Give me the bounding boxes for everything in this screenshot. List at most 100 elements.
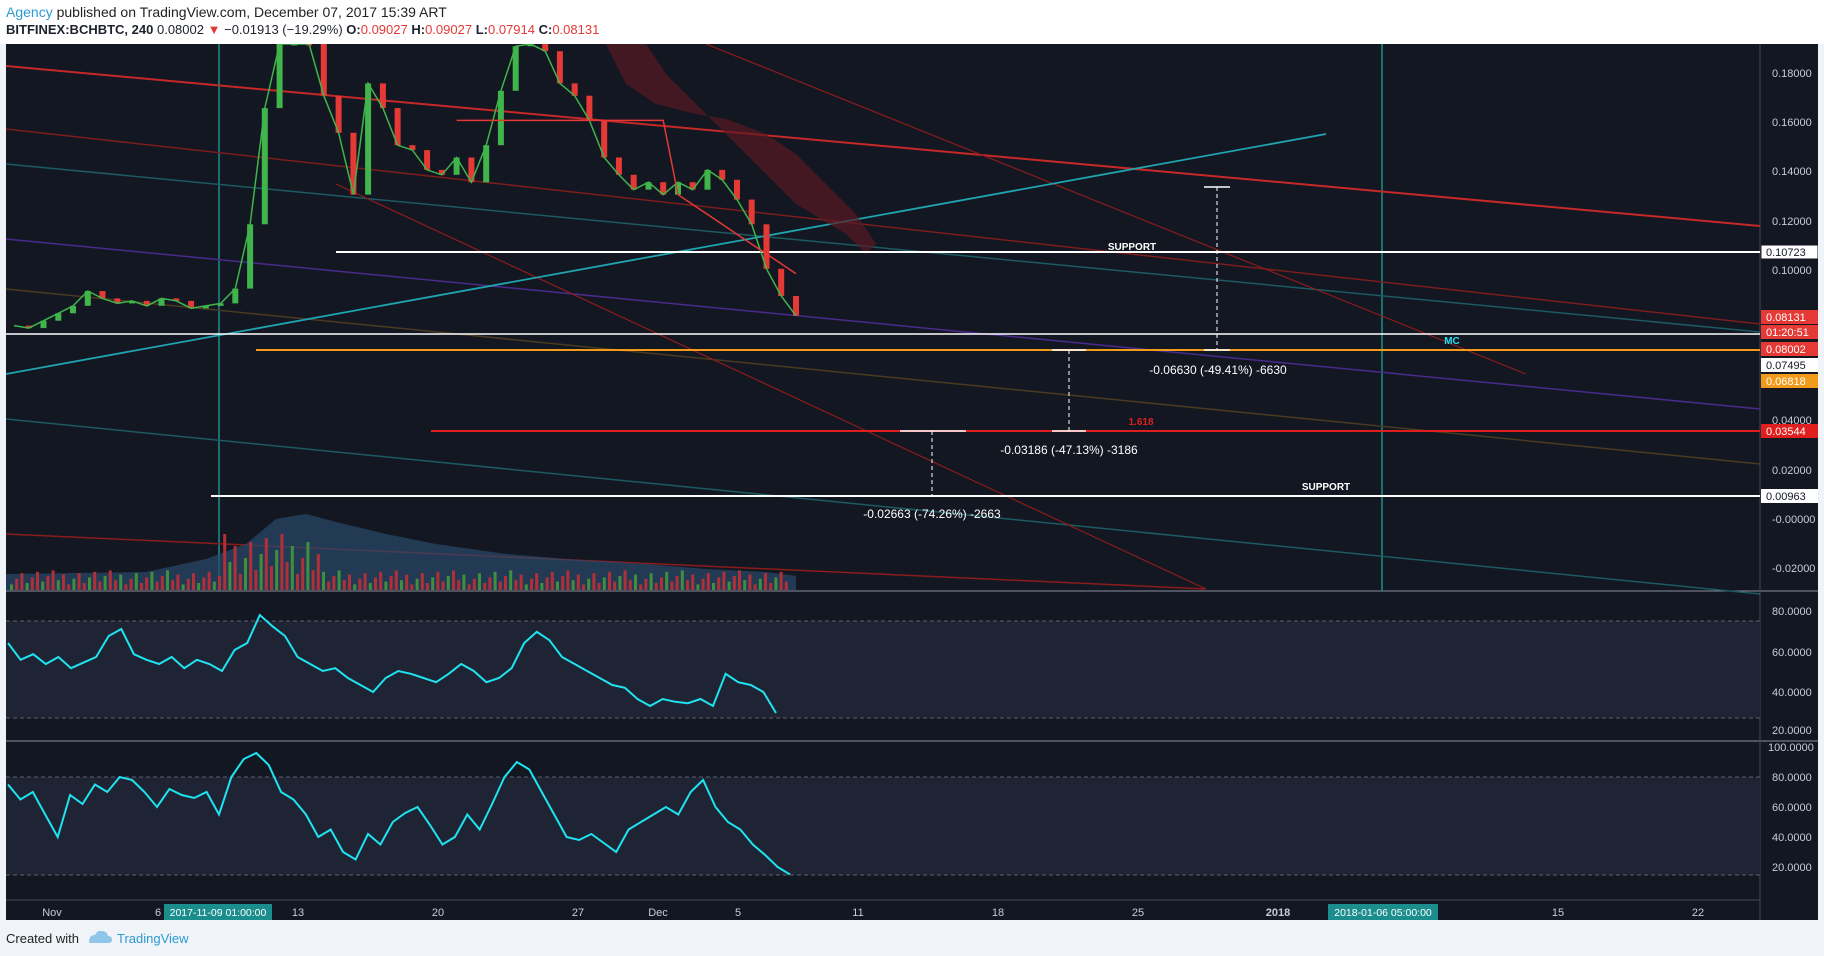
volume-bar (426, 583, 429, 590)
osc1-band (6, 621, 1760, 718)
candle (453, 157, 460, 175)
time-tick: Dec (648, 907, 668, 919)
volume-bar (769, 583, 773, 590)
volume-bar (207, 571, 211, 590)
volume-bar (764, 573, 767, 590)
volume-bar (415, 578, 419, 590)
candle (158, 298, 165, 306)
measure-tool-1[interactable] (1204, 186, 1230, 351)
osc2-axis[interactable]: 100.0000 80.0000 60.0000 40.0000 20.0000 (1768, 742, 1814, 874)
downtrend-line-1[interactable] (5, 65, 1761, 227)
volume-bar (374, 577, 377, 590)
author-link[interactable]: Agency (6, 4, 53, 20)
measure-tool-2[interactable] (1052, 349, 1086, 432)
chart-svg[interactable]: SUPPORT MC 1.618 SUPPORT -0.06630 (-49.4… (5, 43, 1819, 920)
price-tick: 0.02000 (1772, 465, 1812, 477)
volume-bar (30, 577, 34, 590)
red-diagonal[interactable] (705, 43, 1527, 375)
volume-bar (654, 583, 658, 590)
brown-channel[interactable] (5, 288, 1761, 465)
price-axis[interactable]: 0.18000 0.16000 0.14000 0.12000 0.10000 … (1772, 68, 1815, 575)
volume-bar (420, 573, 424, 590)
time-tick: 22 (1692, 907, 1704, 919)
time-tick: 11 (852, 907, 863, 919)
purple-channel[interactable] (5, 238, 1761, 410)
candle (424, 150, 431, 170)
candle (512, 46, 519, 91)
osc1-axis[interactable]: 80.0000 60.0000 40.0000 20.0000 (1772, 606, 1812, 737)
downtrend-line-2[interactable] (5, 128, 1761, 325)
volume-bar (519, 574, 523, 590)
volume-bar (51, 570, 55, 590)
volume-bar (514, 580, 518, 590)
volume-bar (171, 580, 175, 590)
volume-bar (197, 583, 201, 590)
volume-bar (498, 581, 502, 590)
volume-bar (358, 578, 362, 590)
volume-bar (540, 583, 544, 590)
measure-tool-3[interactable] (900, 430, 966, 496)
volume-bar (738, 570, 741, 590)
volume-bar (238, 574, 242, 590)
osc1-tick: 20.0000 (1772, 725, 1812, 737)
volume-bar (509, 570, 513, 590)
candle (335, 95, 342, 133)
volume-bar (597, 583, 601, 590)
candle (586, 95, 593, 121)
candle (556, 51, 563, 84)
volume-bar (306, 542, 310, 590)
volume-bar (129, 578, 133, 590)
publish-line: Agency published on TradingView.com, Dec… (6, 4, 447, 20)
volume-bar (202, 577, 206, 590)
volume-bar (394, 570, 398, 590)
osc2-tick: 20.0000 (1772, 862, 1812, 874)
candle (719, 169, 726, 180)
footer: Created with TradingView (0, 920, 1824, 956)
volume-bar (784, 581, 788, 590)
osc1-tick: 40.0000 (1772, 687, 1812, 699)
volume-bar (639, 584, 643, 590)
volume-bar (363, 573, 367, 590)
volume-area (6, 514, 796, 590)
volume-bar (36, 571, 39, 590)
time-highlight-1 (164, 904, 272, 920)
candle (660, 182, 667, 195)
tag-mc: 0.06818 (1766, 376, 1806, 388)
volume-bar (779, 571, 783, 590)
chart-area[interactable]: SUPPORT MC 1.618 SUPPORT -0.06630 (-49.4… (5, 43, 1819, 920)
volume-bar (613, 581, 617, 590)
volume-bar (301, 558, 305, 590)
candle (645, 182, 652, 190)
candle (438, 169, 445, 175)
candle (129, 300, 135, 304)
candle (542, 44, 549, 52)
volume-bar (644, 578, 648, 590)
volume-bar (478, 573, 481, 590)
candle (778, 268, 785, 296)
volume-bar (436, 571, 440, 590)
tag-close: 0.08131 (1766, 312, 1806, 324)
osc1-tick: 60.0000 (1772, 647, 1812, 659)
tradingview-logo-icon[interactable] (86, 928, 114, 946)
candle (320, 44, 327, 96)
tradingview-link[interactable]: TradingView (117, 931, 189, 946)
teal-channel-upper[interactable] (5, 163, 1761, 333)
volume-bar (134, 573, 138, 590)
teal-channel-lower[interactable] (5, 418, 1761, 595)
time-highlight-2 (1328, 904, 1438, 920)
volume-bar (114, 580, 117, 590)
time-axis[interactable]: Nov 6 13 20 27 Dec 5 11 18 25 2018 8 15 … (42, 904, 1704, 920)
volume-bar (670, 581, 674, 590)
time-tick: 5 (735, 907, 741, 919)
candle (247, 224, 254, 289)
osc2-band (6, 777, 1760, 875)
symbol-label: BITFINEX:BCHBTC, 240 (6, 22, 154, 37)
volume-bar (452, 570, 455, 590)
volume-bar (472, 578, 476, 590)
candle (202, 305, 209, 309)
volume-bar (332, 576, 336, 590)
volume-bar (628, 580, 632, 590)
close-value: 0.08131 (552, 22, 600, 37)
volume-bar (722, 571, 726, 590)
volume-bar (62, 574, 65, 590)
